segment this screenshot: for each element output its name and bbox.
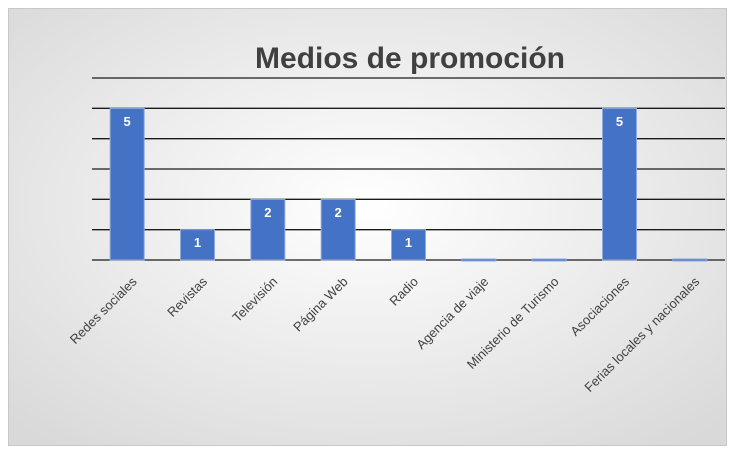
bar: [531, 258, 567, 262]
bar: [250, 198, 286, 261]
data-label: 2: [264, 205, 271, 220]
bar: [320, 198, 356, 261]
data-label: 5: [124, 114, 131, 129]
bar: [461, 258, 497, 262]
data-label: 2: [335, 205, 342, 220]
data-label: 1: [194, 235, 201, 250]
bar: [602, 107, 637, 261]
data-label: 1: [405, 235, 412, 250]
bar: [672, 258, 708, 262]
data-label: 5: [616, 114, 623, 129]
bar: [391, 229, 426, 261]
bar: [180, 229, 215, 261]
chart-title: Medios de promoción: [255, 42, 565, 75]
bar: [109, 107, 145, 261]
